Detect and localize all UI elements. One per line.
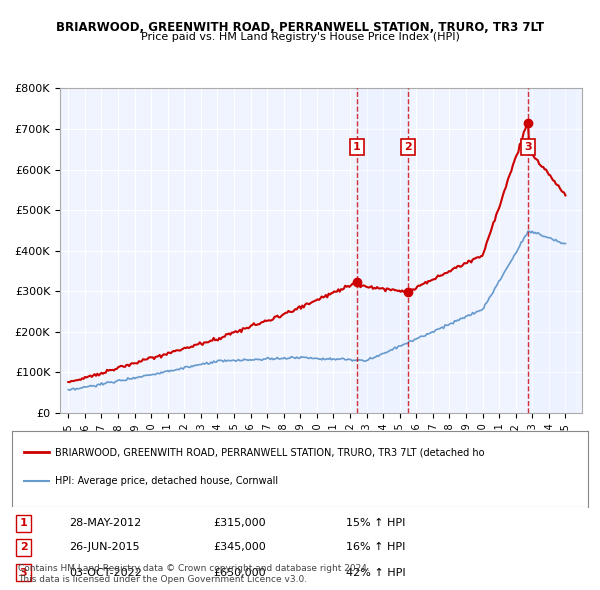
Text: 2: 2 xyxy=(404,142,412,152)
Text: 03-OCT-2022: 03-OCT-2022 xyxy=(70,568,142,578)
Text: £345,000: £345,000 xyxy=(214,542,266,552)
Text: 16% ↑ HPI: 16% ↑ HPI xyxy=(346,542,406,552)
Text: 2: 2 xyxy=(20,542,28,552)
Text: 1: 1 xyxy=(20,519,28,528)
Bar xyxy=(357,88,408,413)
Text: 15% ↑ HPI: 15% ↑ HPI xyxy=(346,519,406,528)
Text: 3: 3 xyxy=(524,142,532,152)
Text: BRIARWOOD, GREENWITH ROAD, PERRANWELL STATION, TRURO, TR3 7LT (detached ho: BRIARWOOD, GREENWITH ROAD, PERRANWELL ST… xyxy=(55,447,485,457)
Text: Contains HM Land Registry data © Crown copyright and database right 2024.: Contains HM Land Registry data © Crown c… xyxy=(18,565,370,573)
Text: This data is licensed under the Open Government Licence v3.0.: This data is licensed under the Open Gov… xyxy=(18,575,307,584)
Text: Price paid vs. HM Land Registry's House Price Index (HPI): Price paid vs. HM Land Registry's House … xyxy=(140,32,460,42)
Text: 1: 1 xyxy=(353,142,361,152)
Text: 3: 3 xyxy=(20,568,28,578)
Text: 28-MAY-2012: 28-MAY-2012 xyxy=(70,519,142,528)
Text: £650,000: £650,000 xyxy=(214,568,266,578)
Text: BRIARWOOD, GREENWITH ROAD, PERRANWELL STATION, TRURO, TR3 7LT: BRIARWOOD, GREENWITH ROAD, PERRANWELL ST… xyxy=(56,21,544,34)
Text: 26-JUN-2015: 26-JUN-2015 xyxy=(70,542,140,552)
Text: HPI: Average price, detached house, Cornwall: HPI: Average price, detached house, Corn… xyxy=(55,476,278,486)
Bar xyxy=(528,88,574,413)
Text: 42% ↑ HPI: 42% ↑ HPI xyxy=(346,568,406,578)
Text: £315,000: £315,000 xyxy=(214,519,266,528)
